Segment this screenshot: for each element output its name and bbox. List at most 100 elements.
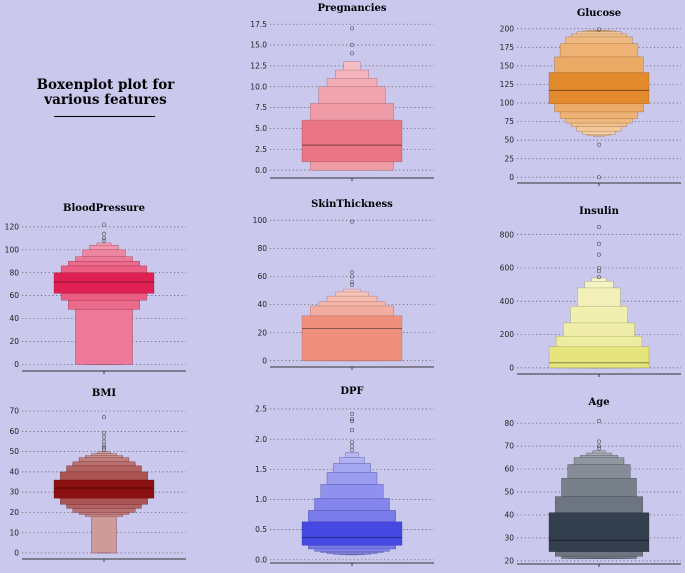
panel-blood-pressure: BloodPressure 0 20 40 60 80 100 120 (0, 200, 210, 375)
y-tick-label: 60 (504, 465, 514, 474)
outlier-point (597, 142, 602, 147)
outlier-point (350, 280, 355, 285)
panel-dpf: DPF 0.0 0.5 1.0 1.5 2.0 2.5 (248, 383, 458, 567)
outlier-point (102, 439, 107, 444)
outlier-point (597, 175, 602, 180)
chart-title: Insulin (579, 206, 619, 217)
outlier-point (350, 219, 355, 224)
chart-svg: Insulin 0 200 400 600 800 (500, 206, 681, 377)
outlier-point (597, 27, 602, 32)
y-tick-label: 70 (9, 407, 19, 416)
chart-svg: Pregnancies 0.0 2.5 5.0 7.5 10.0 12.5 15.0 17.5 (250, 3, 434, 181)
y-tick-label: 10.0 (250, 82, 267, 91)
outlier-point (597, 269, 602, 274)
boxen-box (301, 315, 403, 362)
outlier-point (597, 241, 602, 246)
outlier-point (102, 447, 107, 452)
chart-title: BMI (92, 388, 117, 399)
y-tick-label: 100 (5, 245, 20, 254)
y-tick-label: 0 (509, 173, 514, 182)
outlier-point (350, 444, 355, 449)
figure-title-underline (54, 116, 155, 117)
outlier-point (102, 435, 107, 440)
y-tick-label: 60 (9, 291, 19, 300)
y-tick-label: 1.5 (255, 465, 267, 474)
outlier-point (597, 439, 602, 444)
y-tick-label: 50 (504, 136, 514, 145)
y-tick-label: 200 (500, 24, 515, 33)
y-tick-label: 2.0 (255, 435, 267, 444)
y-tick-label: 80 (257, 244, 267, 253)
chart-svg: DPF 0.0 0.5 1.0 1.5 2.0 2.5 (255, 386, 434, 566)
panel-glucose: Glucose 0 25 50 75 100 125 150 175 200 (495, 5, 685, 187)
y-tick-label: 40 (9, 467, 19, 476)
outlier-point (350, 270, 355, 275)
boxen-box (548, 346, 650, 369)
y-tick-label: 0 (14, 360, 19, 369)
y-tick-label: 20 (9, 337, 19, 346)
y-tick-label: 12.5 (250, 61, 267, 70)
chart-svg: BMI 0 10 20 30 40 50 60 70 (9, 388, 186, 562)
y-tick-label: 200 (500, 330, 515, 339)
outlier-point (350, 282, 355, 287)
y-tick-label: 400 (500, 297, 515, 306)
outlier-point (102, 443, 107, 448)
outlier-point (597, 418, 602, 423)
outlier-point (597, 265, 602, 270)
outlier-point (350, 440, 355, 445)
chart-title: Pregnancies (317, 3, 386, 14)
boxen-box (53, 272, 155, 294)
panel-insulin: Insulin 0 200 400 600 800 (495, 203, 685, 378)
boxen-box (301, 119, 403, 163)
chart-title: Age (587, 397, 609, 408)
y-tick-label: 15.0 (250, 41, 267, 50)
y-tick-label: 30 (504, 534, 514, 543)
y-tick-label: 50 (9, 447, 19, 456)
y-tick-label: 2.5 (255, 405, 267, 414)
chart-svg: Glucose 0 25 50 75 100 125 150 175 200 (500, 8, 681, 186)
y-tick-label: 0 (262, 356, 267, 365)
y-tick-label: 10 (9, 528, 19, 537)
y-tick-label: 120 (5, 222, 20, 231)
outlier-point (102, 238, 107, 243)
y-tick-label: 75 (504, 117, 514, 126)
chart-title: BloodPressure (63, 203, 145, 214)
y-tick-label: 2.5 (255, 145, 267, 154)
y-tick-label: 0 (509, 363, 514, 372)
outlier-point (350, 448, 355, 453)
y-tick-label: 100 (500, 99, 515, 108)
panel-skin-thickness: SkinThickness 0 20 40 60 80 100 (248, 196, 458, 371)
outlier-point (597, 275, 602, 280)
chart-svg: SkinThickness 0 20 40 60 80 100 (253, 199, 434, 370)
outlier-point (597, 444, 602, 449)
chart-title: Glucose (577, 8, 621, 19)
panel-bmi: BMI 0 10 20 30 40 50 60 70 (0, 385, 210, 563)
outlier-point (102, 222, 107, 227)
y-tick-label: 125 (500, 80, 515, 89)
figure-title: Boxenplot plot for various features (36, 77, 175, 108)
outlier-point (102, 415, 107, 420)
y-tick-label: 1.0 (255, 495, 267, 504)
boxen-box (53, 479, 155, 499)
y-tick-label: 0.0 (255, 166, 267, 175)
chart-svg: BloodPressure 0 20 40 60 80 100 120 (5, 203, 186, 374)
outlier-point (350, 419, 355, 424)
y-tick-label: 60 (9, 427, 19, 436)
outlier-point (102, 445, 107, 450)
y-tick-label: 0.5 (255, 525, 267, 534)
chart-svg: Age 20 30 40 50 60 70 80 (504, 397, 681, 567)
boxen-box (548, 72, 650, 104)
y-tick-label: 800 (500, 230, 515, 239)
panel-pregnancies: Pregnancies 0.0 2.5 5.0 7.5 10.0 12.5 15.0 17.5 (248, 0, 458, 182)
y-tick-label: 0.0 (255, 555, 267, 564)
y-tick-label: 150 (500, 61, 515, 70)
y-tick-label: 600 (500, 264, 515, 273)
y-tick-label: 100 (253, 216, 268, 225)
panel-age: Age 20 30 40 50 60 70 80 (495, 394, 685, 568)
y-tick-label: 70 (504, 442, 514, 451)
y-tick-label: 80 (9, 268, 19, 277)
y-tick-label: 5.0 (255, 124, 267, 133)
y-tick-label: 0 (14, 549, 19, 558)
y-tick-label: 80 (504, 419, 514, 428)
